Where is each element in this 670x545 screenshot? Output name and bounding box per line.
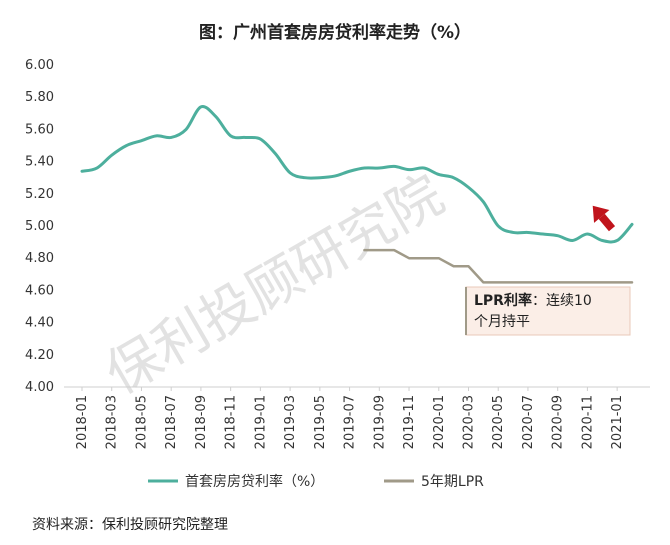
x-tick-label: 2019-03	[283, 395, 298, 449]
chart-title: 图：广州首套房房贷利率走势（%）	[198, 23, 472, 43]
lpr-callout: LPR利率：连续10 个月持平	[465, 286, 631, 336]
x-tick-label: 2019-01	[253, 395, 268, 449]
x-tick-label: 2018-01	[75, 395, 90, 449]
x-tick-label: 2019-11	[402, 395, 417, 449]
x-axis: 2018-01 2018-03 2018-05 2018-07 2018-09 2018-…	[64, 386, 650, 449]
y-tick-label: 5.60	[25, 122, 54, 137]
x-tick-label: 2020-01	[432, 395, 447, 449]
x-tick-label: 2018-07	[164, 395, 179, 449]
x-tick-label: 2020-05	[491, 395, 506, 449]
y-tick-label: 5.80	[25, 90, 54, 105]
y-tick-label: 6.00	[25, 58, 54, 73]
x-tick-label: 2019-07	[343, 395, 358, 449]
x-tick-label: 2018-09	[194, 395, 209, 449]
y-tick-label: 4.80	[25, 251, 54, 266]
watermark: 保利投顾研究院	[95, 163, 454, 407]
series-group	[80, 104, 634, 284]
callout-line1: LPR利率：连续10	[474, 292, 592, 309]
callout-line1-rest: ：连续10	[532, 292, 592, 309]
x-tick-label: 2018-11	[224, 395, 239, 449]
x-tick-label: 2018-05	[134, 395, 149, 449]
y-tick-label: 4.40	[25, 316, 54, 331]
x-tick-label: 2020-11	[580, 395, 595, 449]
y-tick-label: 4.60	[25, 283, 54, 298]
y-tick-label: 5.00	[25, 219, 54, 234]
legend: 首套房房贷利率（%） 5年期LPR	[148, 473, 484, 490]
x-tick-label: 2019-05	[313, 395, 328, 449]
up-arrow-icon	[592, 205, 616, 232]
legend-label-mortgage: 首套房房贷利率（%）	[185, 473, 324, 490]
legend-label-lpr: 5年期LPR	[421, 474, 484, 490]
callout-line1-bold: LPR利率	[474, 292, 532, 309]
callout-line2: 个月持平	[474, 314, 530, 330]
y-tick-label: 4.00	[25, 380, 54, 395]
callout-box	[465, 286, 631, 336]
y-tick-label: 5.40	[25, 155, 54, 170]
x-tick-label: 2020-09	[551, 395, 566, 449]
y-tick-label: 4.20	[25, 348, 54, 363]
y-tick-label: 5.20	[25, 187, 54, 202]
source-note: 资料来源：保利投顾研究院整理	[32, 517, 228, 533]
x-tick-label: 2020-03	[461, 395, 476, 449]
x-tick-label: 2021-01	[610, 395, 625, 449]
y-axis: 6.00 5.80 5.60 5.40 5.20 5.00 4.80 4.60 4.40 4.20…	[25, 58, 54, 395]
series-line-lpr	[363, 248, 634, 284]
x-tick-label: 2018-03	[105, 395, 120, 449]
x-tick-label: 2019-09	[372, 395, 387, 449]
series-line-mortgage	[80, 104, 634, 244]
x-tick-label: 2020-07	[521, 395, 536, 449]
